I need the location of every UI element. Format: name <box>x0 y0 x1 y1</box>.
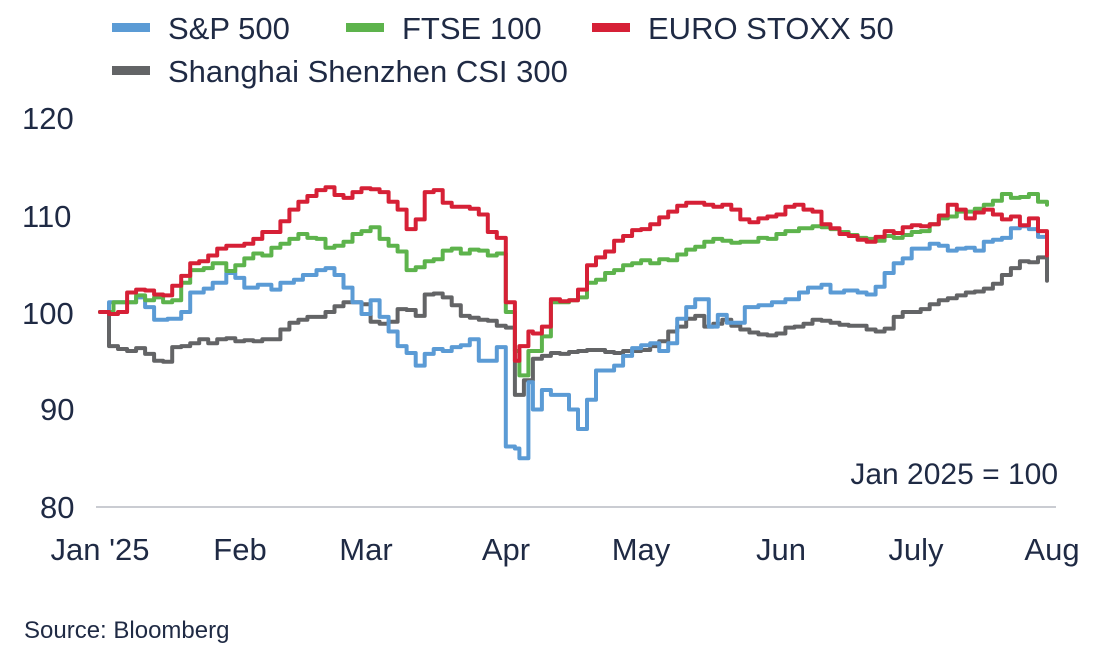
x-tick-label-jun: Jun <box>756 532 806 567</box>
y-tick-label-100: 100 <box>22 296 74 331</box>
legend: S&P 500 FTSE 100 EURO STOXX 50 Shanghai … <box>112 11 894 89</box>
series-line-eurostoxx50 <box>98 185 1049 363</box>
x-tick-label-jan: Jan '25 <box>51 532 150 567</box>
legend-swatch-eurostoxx50 <box>592 23 630 32</box>
legend-item-csi300: Shanghai Shenzhen CSI 300 <box>112 54 568 89</box>
series-line-sp500 <box>98 224 1049 461</box>
y-tick-label-90: 90 <box>40 392 74 427</box>
legend-item-sp500: S&P 500 <box>112 11 290 46</box>
source-note: Source: Bloomberg <box>24 617 229 644</box>
legend-swatch-ftse100 <box>346 23 384 32</box>
legend-item-ftse100: FTSE 100 <box>346 11 542 46</box>
x-tick-label-feb: Feb <box>213 532 266 567</box>
x-tick-label-aug: Aug <box>1024 532 1079 567</box>
x-tick-label-apr: Apr <box>482 532 530 567</box>
y-tick-label-120: 120 <box>22 101 74 136</box>
series-line-csi300 <box>98 255 1049 397</box>
legend-label-csi300: Shanghai Shenzhen CSI 300 <box>168 54 568 89</box>
y-tick-label-80: 80 <box>40 490 74 525</box>
legend-swatch-sp500 <box>112 23 150 32</box>
series-layer <box>98 185 1049 461</box>
x-tick-label-july: July <box>888 532 944 567</box>
legend-label-eurostoxx50: EURO STOXX 50 <box>648 11 894 46</box>
legend-swatch-csi300 <box>112 66 150 75</box>
x-axis: Jan '25 Feb Mar Apr May Jun July Aug <box>51 532 1080 567</box>
legend-item-eurostoxx50: EURO STOXX 50 <box>592 11 894 46</box>
legend-label-ftse100: FTSE 100 <box>402 11 542 46</box>
series-line-ftse100 <box>98 192 1049 378</box>
legend-label-sp500: S&P 500 <box>168 11 290 46</box>
x-tick-label-may: May <box>612 532 671 567</box>
y-axis: 120 110 100 90 80 <box>22 101 74 525</box>
y-tick-label-110: 110 <box>22 199 71 234</box>
index-base-note: Jan 2025 = 100 <box>850 458 1058 491</box>
x-tick-label-mar: Mar <box>339 532 392 567</box>
